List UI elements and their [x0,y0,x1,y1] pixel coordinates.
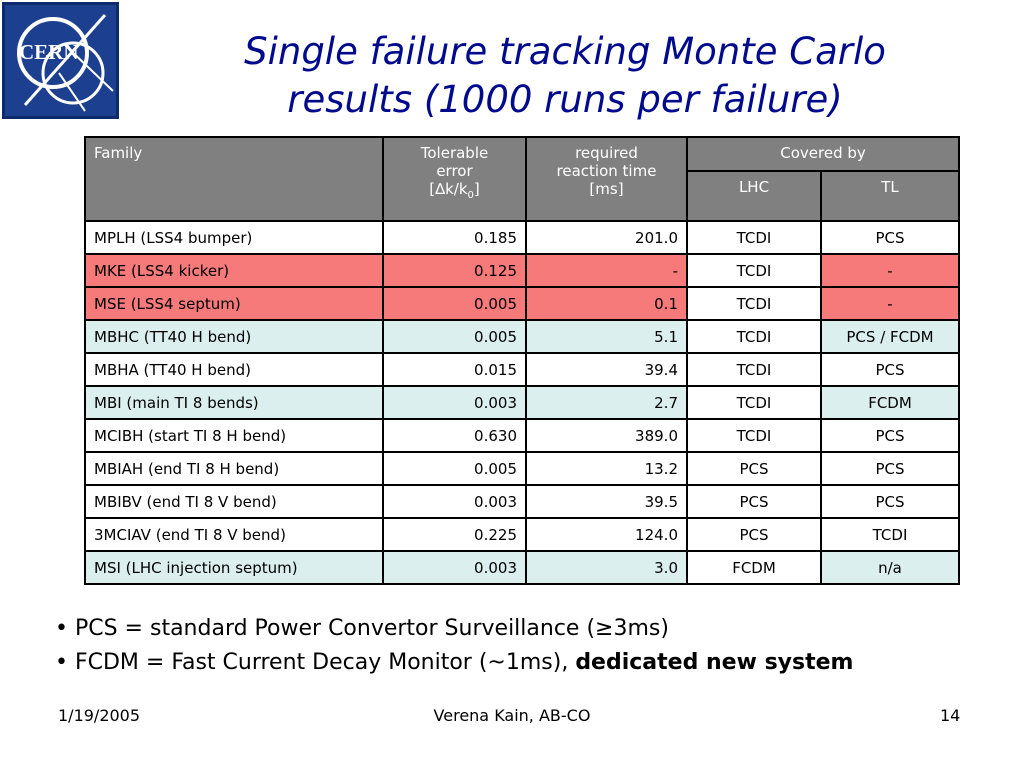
cell-tolerable-error: 0.225 [382,517,527,552]
cell-tolerable-error: 0.005 [382,286,527,321]
cell-family: MBI (main TI 8 bends) [84,385,384,420]
cell-tolerable-error: 0.185 [382,220,527,255]
cell-lhc: PCS [686,451,822,486]
cell-lhc: TCDI [686,253,822,288]
header-tolerable-line2: error [436,162,473,180]
cell-tl: PCS [819,418,961,453]
cell-reaction-time: 389.0 [525,418,688,453]
cell-reaction-time: - [525,253,688,288]
table-row: MBIBV (end TI 8 V bend) 0.003 39.5 PCS PCS [84,484,961,519]
footer-page-number: 14 [940,706,961,725]
note-fcdm-text: • FCDM = Fast Current Decay Monitor (~1m… [55,650,576,675]
cell-tolerable-error: 0.005 [382,319,527,354]
footer-date: 1/19/2005 [58,706,141,725]
cell-family: MSI (LHC injection septum) [84,550,384,585]
cell-tolerable-error: 0.005 [382,451,527,486]
cell-lhc: TCDI [686,418,822,453]
table-row: 3MCIAV (end TI 8 V bend) 0.225 124.0 PCS TCD… [84,517,961,552]
cell-tl: - [819,286,961,321]
results-table: Family Tolerable error [∆k/k0] required … [84,136,961,585]
cell-tl: FCDM [819,385,961,420]
cell-lhc: TCDI [686,319,822,354]
footer-author: Verena Kain, AB-CO [433,706,591,725]
cell-lhc: TCDI [686,385,822,420]
notes: • PCS = standard Power Convertor Surveil… [55,612,853,680]
header-required-unit: [ms] [589,180,624,198]
cell-tolerable-error: 0.125 [382,253,527,288]
cell-reaction-time: 124.0 [525,517,688,552]
cell-tl: TCDI [819,517,961,552]
slide-title: Single failure tracking Monte Carlo resu… [125,28,1005,124]
cell-tolerable-error: 0.015 [382,352,527,387]
cell-lhc: FCDM [686,550,822,585]
cell-tl: - [819,253,961,288]
note-pcs: • PCS = standard Power Convertor Surveil… [55,616,669,641]
cell-lhc: TCDI [686,352,822,387]
header-required-line1: required [575,144,638,162]
header-tolerable-unit: [∆k/k0] [429,180,480,201]
header-tolerable-line1: Tolerable [420,144,489,162]
cell-reaction-time: 201.0 [525,220,688,255]
cell-tl: PCS / FCDM [819,319,961,354]
cell-lhc: TCDI [686,220,822,255]
table-row: MBHA (TT40 H bend) 0.015 39.4 TCDI PCS [84,352,961,387]
table-row: MCIBH (start TI 8 H bend) 0.630 389.0 TCDI P… [84,418,961,453]
title-line-2: results (1000 runs per failure) [287,78,843,121]
cell-family: MSE (LSS4 septum) [84,286,384,321]
table-row: MPLH (LSS4 bumper) 0.185 201.0 TCDI PCS [84,220,961,255]
cell-lhc: TCDI [686,286,822,321]
logo-text: CERN [19,40,79,64]
cell-family: MBHC (TT40 H bend) [84,319,384,354]
cell-tl: PCS [819,352,961,387]
cell-lhc: PCS [686,484,822,519]
cell-family: MBIBV (end TI 8 V bend) [84,484,384,519]
cell-tl: PCS [819,220,961,255]
table-row: MSI (LHC injection septum) 0.003 3.0 FCDM n/… [84,550,961,585]
cell-reaction-time: 5.1 [525,319,688,354]
header-tl: TL [819,170,961,222]
cell-tl: n/a [819,550,961,585]
table-row: MBIAH (end TI 8 H bend) 0.005 13.2 PCS PCS [84,451,961,486]
cell-reaction-time: 39.4 [525,352,688,387]
cell-tolerable-error: 0.003 [382,385,527,420]
cell-tolerable-error: 0.003 [382,550,527,585]
note-fcdm-bold: dedicated new system [575,650,854,675]
cell-reaction-time: 2.7 [525,385,688,420]
cell-tolerable-error: 0.003 [382,484,527,519]
cell-family: 3MCIAV (end TI 8 V bend) [84,517,384,552]
title-line-1: Single failure tracking Monte Carlo [244,30,886,73]
cell-family: MKE (LSS4 kicker) [84,253,384,288]
header-required-time: required reaction time [ms] [525,136,688,222]
cern-logo: CERN [2,2,119,119]
cell-reaction-time: 0.1 [525,286,688,321]
cell-reaction-time: 3.0 [525,550,688,585]
cell-family: MBIAH (end TI 8 H bend) [84,451,384,486]
header-tolerable-error: Tolerable error [∆k/k0] [382,136,527,222]
cell-family: MBHA (TT40 H bend) [84,352,384,387]
cell-family: MPLH (LSS4 bumper) [84,220,384,255]
header-lhc: LHC [686,170,822,222]
cell-tl: PCS [819,451,961,486]
cell-tolerable-error: 0.630 [382,418,527,453]
table-row: MBHC (TT40 H bend) 0.005 5.1 TCDI PCS / FCDM [84,319,961,354]
note-fcdm: • FCDM = Fast Current Decay Monitor (~1m… [55,646,853,680]
cell-reaction-time: 13.2 [525,451,688,486]
table-row: MSE (LSS4 septum) 0.005 0.1 TCDI - [84,286,961,321]
cell-tl: PCS [819,484,961,519]
cell-lhc: PCS [686,517,822,552]
header-covered-by: Covered by [685,136,961,172]
cell-family: MCIBH (start TI 8 H bend) [84,418,384,453]
cern-logo-graphic: CERN [17,14,114,112]
header-family: Family [84,136,384,222]
header-required-line2: reaction time [556,162,657,180]
table-row: MKE (LSS4 kicker) 0.125- TCDI - [84,253,961,288]
cell-reaction-time: 39.5 [525,484,688,519]
table-row: MBI (main TI 8 bends) 0.003 2.7 TCDI FCDM [84,385,961,420]
